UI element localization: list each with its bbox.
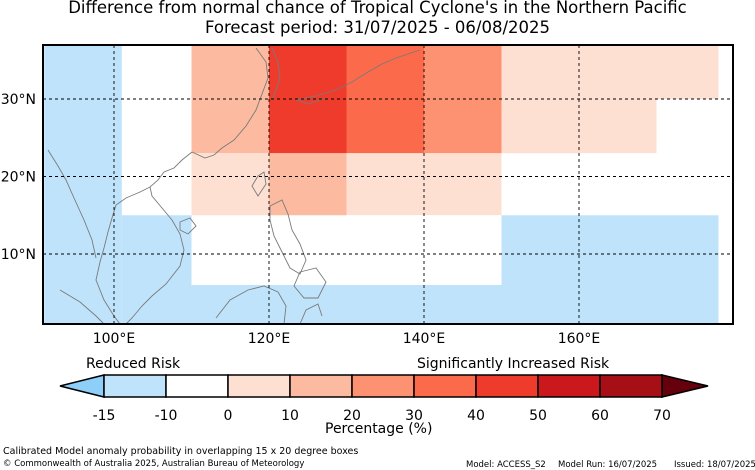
probability-cell [191,153,269,216]
colorbar-segment [289,374,353,398]
coastline-hainan [179,217,197,235]
probability-cell [269,45,347,99]
map-title: Difference from normal chance of Tropica… [68,0,687,17]
coastline-borneo [215,285,287,324]
increased-risk-label: Significantly Increased Risk [417,356,610,372]
coastline-sulawesi [299,303,323,324]
reduced-risk-label: Reduced Risk [86,356,181,372]
probability-cell [346,153,424,216]
probability-cell [346,45,424,99]
probability-cells [44,45,719,324]
colorbar-segment [103,374,167,398]
colorbar-tick-label: 20 [343,408,361,424]
latitude-tick-label: 10°N [1,247,36,263]
axis-labels: 30°N 20°N 10°N 100°E 120°E 140°E 160°E [1,92,601,347]
coastline-philippines [269,199,327,299]
probability-cell [269,153,347,216]
colorbar-segment [537,374,601,398]
colorbar: -15 -10 0 10 20 30 40 50 60 70 [59,374,709,424]
probability-cell [424,99,502,154]
colorbar-segment [227,374,291,398]
colorbar-segment [475,374,539,398]
colorbar-segment [165,374,229,398]
probability-cell [44,45,122,324]
probability-cell [579,99,657,154]
probability-cell [579,153,719,216]
colorbar-segment [599,374,663,398]
probability-cell [191,45,269,99]
probability-cell [269,99,347,154]
longitude-tick-label: 160°E [558,331,601,347]
probability-cell [121,215,192,324]
colorbar-over-arrow [661,374,709,398]
copyright-text: © Commonwealth of Australia 2025, Austra… [3,459,305,469]
map-frame [42,44,734,325]
colorbar-tick-label: 70 [653,408,671,424]
probability-cell [346,99,424,154]
colorbar-segment [413,374,477,398]
longitude-tick-label: 140°E [403,331,446,347]
latitude-tick-label: 30°N [1,92,36,108]
description-text: Calibrated Model anomaly probability in … [3,446,359,457]
colorbar-tick-label: 60 [591,408,609,424]
colorbar-tick-label: 50 [529,408,547,424]
colorbar-xlabel: Percentage (%) [325,421,433,437]
graticule [43,45,733,324]
colorbar-tick-label: -15 [93,408,116,424]
probability-cell [424,45,502,99]
coastline-sumatra [59,289,105,324]
colorbar-tick-label: 30 [405,408,423,424]
probability-cell [501,99,579,154]
probability-cell [191,99,269,154]
probability-cell [579,45,719,99]
map-panel [43,45,733,324]
model-name: Model: ACCESS_S2 [466,460,546,470]
coastline-taiwan [251,171,267,197]
colorbar-tick-label: -10 [155,408,178,424]
colorbar-tick-label: 0 [224,408,233,424]
colorbar-tick-label: 10 [281,408,299,424]
colorbar-tick-label: 40 [467,408,485,424]
coastline-korea [271,47,281,101]
model-run: Model Run: 16/07/2025 [558,460,658,470]
coastline-thailand [47,149,97,259]
forecast-period: Forecast period: 31/07/2025 - 06/08/2025 [204,18,551,37]
coastlines [47,47,421,324]
issued-date: Issued: 18/07/2025 [674,460,755,470]
longitude-tick-label: 100°E [93,331,136,347]
probability-cell [501,45,579,99]
probability-cell [501,215,719,285]
colorbar-segment [351,374,415,398]
colorbar-under-arrow [59,374,105,398]
probability-cell [191,285,719,324]
coastline-asia [95,47,269,324]
longitude-tick-label: 120°E [248,331,291,347]
coastline-japan [295,49,421,105]
probability-cell [424,153,502,216]
latitude-tick-label: 20°N [1,170,36,186]
